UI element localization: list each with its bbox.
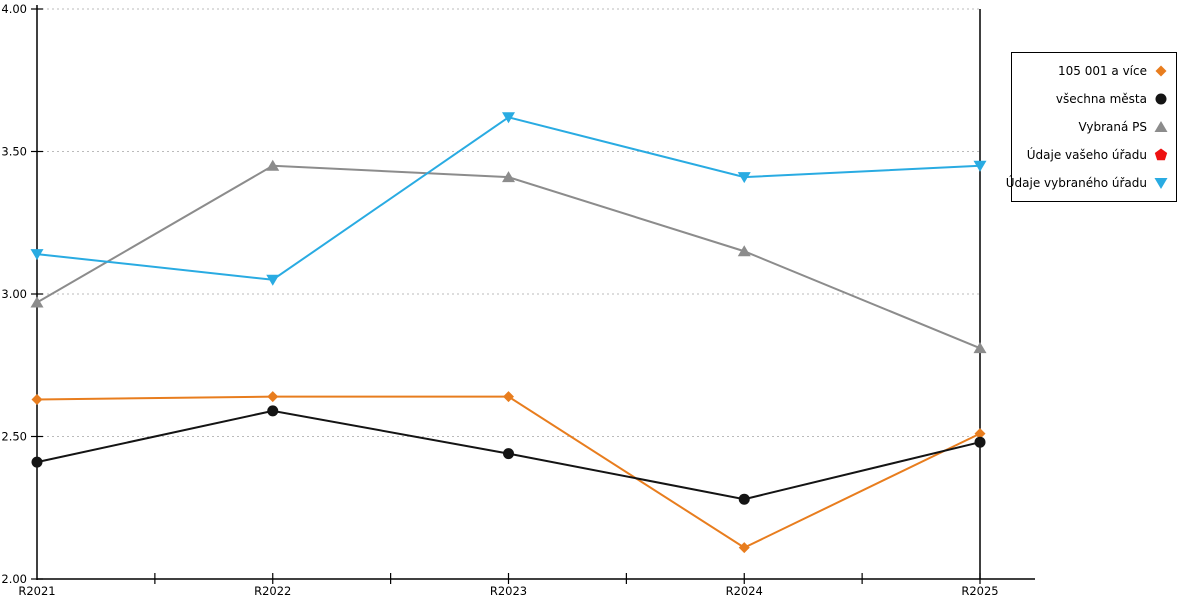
legend-item: 105 001 a více <box>1012 58 1176 85</box>
legend-label: 105 001 a více <box>1057 64 1147 78</box>
series-marker-triangle-up <box>737 245 751 257</box>
series-marker-triangle-down <box>30 249 44 261</box>
chart-legend: 105 001 a více všechna města Vybraná PS Úda… <box>1006 52 1177 202</box>
pentagon-icon <box>1154 148 1168 161</box>
triangle-up-icon <box>1154 121 1168 132</box>
legend-label: Údaje vašeho úřadu <box>1026 148 1147 162</box>
x-axis-tick-label: R2025 <box>961 584 998 598</box>
series-marker-circle <box>503 448 514 460</box>
legend-item: Údaje vašeho úřadu <box>1012 142 1176 169</box>
y-axis-tick-label: 2.00 <box>1 572 27 586</box>
series-line <box>36 395 981 549</box>
legend-item: Údaje vybraného úřadu <box>1006 170 1176 197</box>
series-marker-circle <box>738 493 750 505</box>
y-axis-tick-label: 4.00 <box>1 2 27 16</box>
x-axis-tick-label: R2023 <box>490 584 527 598</box>
legend-item: všechna města <box>1012 86 1176 113</box>
legend-label: Vybraná PS <box>1078 120 1147 134</box>
legend-item: Vybraná PS <box>1012 114 1176 141</box>
x-axis-tick-label: R2024 <box>726 584 763 598</box>
legend-label: Údaje vybraného úřadu <box>1005 176 1147 190</box>
series-marker-triangle-up <box>973 342 987 354</box>
series-marker-triangle-down <box>737 172 751 184</box>
triangle-down-icon <box>1154 178 1168 189</box>
y-axis-tick-label: 3.50 <box>1 145 27 159</box>
series-marker-diamond <box>974 428 986 440</box>
circle-icon <box>1155 93 1167 105</box>
series-marker-triangle-down <box>502 112 515 124</box>
diamond-icon <box>1155 65 1167 77</box>
series-marker-triangle-up <box>30 296 44 308</box>
x-axis-tick-label: R2022 <box>254 584 291 598</box>
series-marker-circle <box>31 456 43 468</box>
legend-label: všechna města <box>1055 92 1147 106</box>
series-marker-diamond <box>738 542 750 554</box>
series-marker-circle <box>267 405 279 417</box>
series-line <box>36 164 981 350</box>
series-marker-circle <box>974 436 986 448</box>
series-line <box>36 116 981 281</box>
y-axis-tick-label: 2.50 <box>1 430 27 444</box>
series-marker-diamond <box>31 393 43 405</box>
x-axis-tick-label: R2021 <box>18 584 55 598</box>
series-marker-triangle-down <box>973 160 987 172</box>
series-marker-triangle-down <box>266 274 280 286</box>
series-marker-triangle-up <box>502 171 515 183</box>
series-marker-diamond <box>267 391 279 403</box>
y-axis-tick-label: 3.00 <box>1 287 27 301</box>
series-marker-diamond <box>503 391 514 403</box>
series-marker-triangle-up <box>266 159 280 171</box>
